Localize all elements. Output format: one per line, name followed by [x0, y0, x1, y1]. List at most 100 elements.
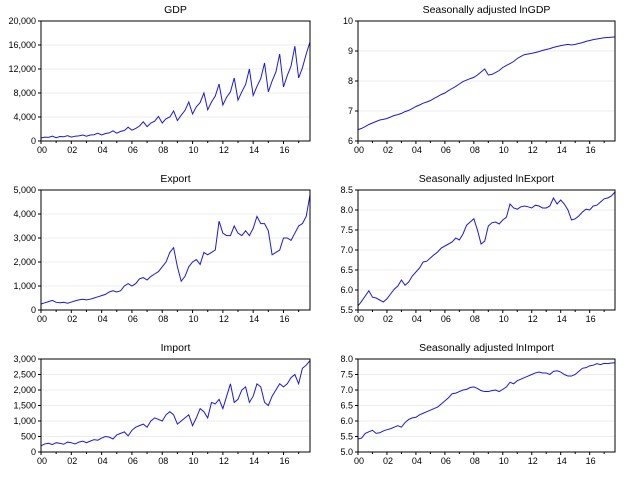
data-point	[184, 276, 185, 277]
data-point	[556, 203, 557, 204]
data-point	[150, 122, 151, 123]
y-tick-label: 1,000	[13, 416, 36, 426]
data-point	[517, 58, 518, 59]
data-point	[491, 390, 492, 391]
data-point	[192, 261, 193, 262]
data-point	[275, 252, 276, 253]
data-point	[272, 254, 273, 255]
data-point	[513, 61, 514, 62]
x-tick-label: 12	[528, 145, 538, 155]
data-point	[86, 442, 87, 443]
data-point	[169, 116, 170, 117]
data-point	[192, 113, 193, 114]
data-point	[491, 74, 492, 75]
data-point	[44, 137, 45, 138]
data-point	[124, 431, 125, 432]
data-point	[535, 205, 536, 206]
data-point	[452, 88, 453, 89]
data-point	[473, 77, 474, 78]
data-point	[491, 222, 492, 223]
data-point	[596, 205, 597, 206]
data-point	[459, 391, 460, 392]
chart-title: Seasonally adjusted lnExport	[419, 173, 555, 185]
data-point	[517, 209, 518, 210]
data-point	[582, 211, 583, 212]
data-point	[222, 233, 223, 234]
data-point	[74, 443, 75, 444]
data-point	[535, 52, 536, 53]
data-point	[567, 375, 568, 376]
data-point	[275, 71, 276, 72]
data-point	[578, 43, 579, 44]
data-point	[290, 377, 291, 378]
data-point	[546, 372, 547, 373]
data-point	[386, 429, 387, 430]
data-point	[177, 424, 178, 425]
data-point	[455, 86, 456, 87]
data-point	[135, 283, 136, 284]
data-point	[162, 266, 163, 267]
data-point	[567, 44, 568, 45]
data-point	[506, 386, 507, 387]
data-point	[279, 383, 280, 384]
data-point	[131, 130, 132, 131]
data-point	[535, 372, 536, 373]
data-point	[361, 437, 362, 438]
data-point	[365, 433, 366, 434]
data-point	[169, 252, 170, 253]
data-point	[509, 382, 510, 383]
data-point	[368, 124, 369, 125]
data-point	[234, 402, 235, 403]
data-point	[560, 371, 561, 372]
data-point	[542, 207, 543, 208]
data-point	[604, 198, 605, 199]
data-point	[71, 301, 72, 302]
y-tick-label: 5.5	[340, 432, 353, 442]
data-point	[207, 109, 208, 110]
data-point	[401, 113, 402, 114]
x-tick-label: 10	[189, 145, 199, 155]
data-point	[394, 289, 395, 290]
data-point	[564, 44, 565, 45]
data-point	[116, 291, 117, 292]
data-point	[272, 396, 273, 397]
data-point	[283, 86, 284, 87]
data-point	[600, 38, 601, 39]
data-point	[412, 108, 413, 109]
y-tick-label: 2,500	[13, 370, 36, 380]
data-point	[211, 402, 212, 403]
data-point	[59, 302, 60, 303]
data-point	[290, 240, 291, 241]
data-point	[165, 261, 166, 262]
data-point	[184, 110, 185, 111]
data-point	[441, 403, 442, 404]
data-point	[74, 300, 75, 301]
chart-title: Seasonally adjusted lnGDP	[423, 4, 551, 16]
data-point	[143, 121, 144, 122]
y-tick-label: 1,000	[13, 281, 36, 291]
data-point	[455, 237, 456, 238]
data-point	[173, 247, 174, 248]
data-point	[298, 383, 299, 384]
data-point	[226, 97, 227, 98]
data-point	[124, 285, 125, 286]
x-tick-label: 00	[37, 314, 47, 324]
data-point	[226, 396, 227, 397]
data-point	[158, 116, 159, 117]
data-point	[275, 389, 276, 390]
data-point	[105, 133, 106, 134]
data-point	[499, 223, 500, 224]
data-point	[120, 131, 121, 132]
x-tick-label: 16	[586, 145, 596, 155]
x-tick-label: 02	[383, 314, 393, 324]
y-tick-label: 6.5	[340, 265, 353, 275]
data-point	[368, 431, 369, 432]
x-tick-label: 02	[67, 145, 77, 155]
data-point	[146, 279, 147, 280]
data-point	[173, 110, 174, 111]
data-point	[158, 419, 159, 420]
y-tick-label: 8,000	[13, 88, 36, 98]
data-point	[294, 233, 295, 234]
data-point	[404, 422, 405, 423]
